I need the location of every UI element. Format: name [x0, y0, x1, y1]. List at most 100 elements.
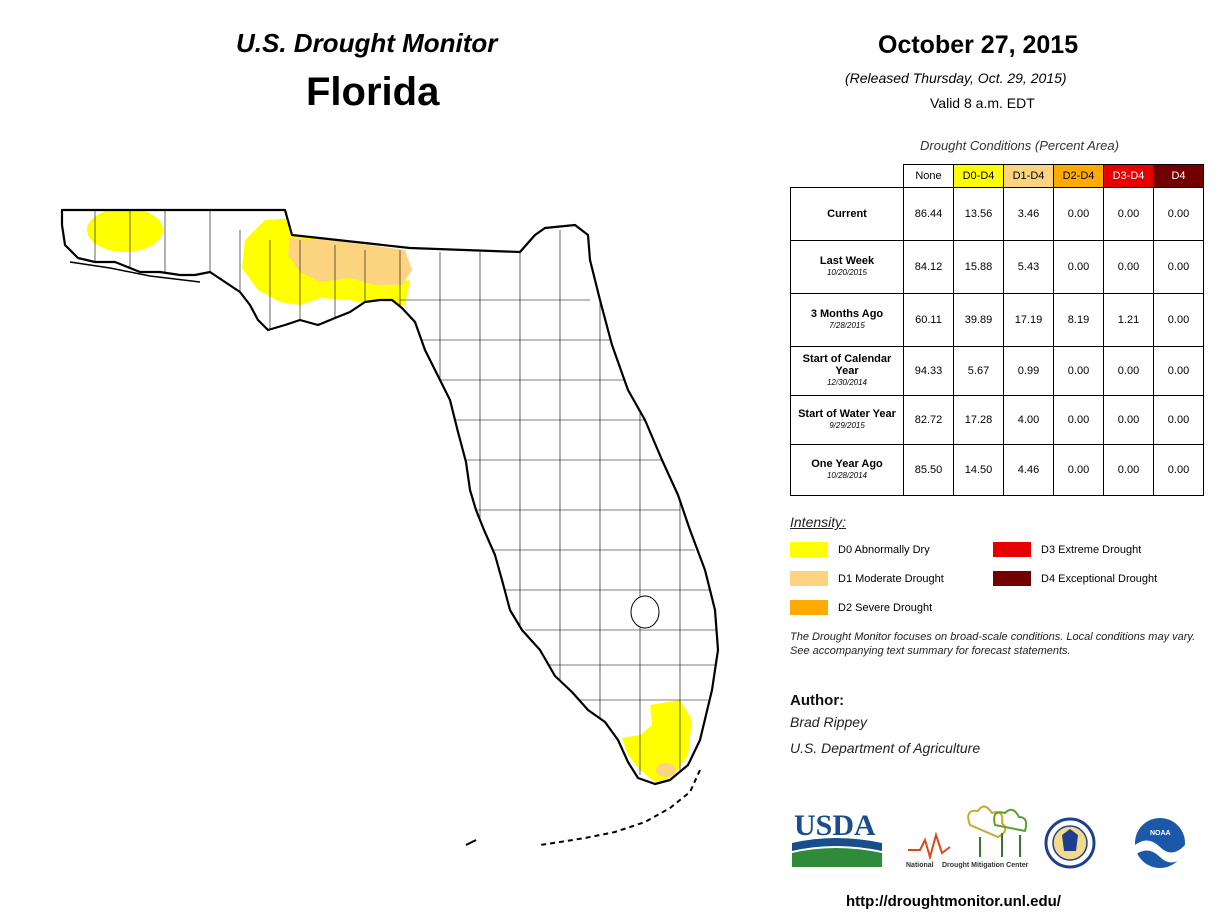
table-cell: 17.28 [953, 395, 1004, 445]
svg-text:USDA: USDA [794, 809, 876, 842]
row-label: Last Week 10/20/2015 [790, 240, 904, 294]
col-d1-d4: D1-D4 [1003, 164, 1054, 188]
table-cell: 1.21 [1103, 293, 1154, 347]
row-label-text: Start of Water Year [798, 408, 896, 420]
table-row: Start of Water Year 9/29/2015 82.72 17.28 4.… [790, 395, 1204, 445]
d1-big-bend [288, 238, 412, 285]
legend-swatch-d3 [993, 542, 1031, 557]
dry-tortugas [465, 839, 477, 846]
drought-areas [87, 210, 692, 782]
legend-label-d3: D3 Extreme Drought [1041, 543, 1142, 556]
table-cell: 0.00 [1153, 444, 1204, 496]
col-none: None [903, 164, 954, 188]
table-cell: 14.50 [953, 444, 1004, 496]
usda-logo: USDA [792, 809, 882, 867]
table-cell: 0.00 [1053, 444, 1104, 496]
svg-text:NOAA: NOAA [1150, 830, 1171, 837]
table-row: Current 86.44 13.56 3.46 0.00 0.00 0.00 [790, 187, 1204, 241]
table-cell: 15.88 [953, 240, 1004, 294]
table-cell: 0.00 [1053, 346, 1104, 396]
disclaimer-note: The Drought Monitor focuses on broad-sca… [790, 631, 1196, 657]
col-d0-d4: D0-D4 [953, 164, 1004, 188]
row-label-text: Start of Calendar Year [802, 353, 892, 377]
table-cell: 0.00 [1053, 395, 1104, 445]
table-caption: Drought Conditions (Percent Area) [920, 138, 1119, 153]
table-cell: 3.46 [1003, 187, 1054, 241]
noaa-logo: NOAA [1135, 818, 1185, 868]
table-cell: 94.33 [903, 346, 954, 396]
florida-outline [60, 208, 720, 786]
table-cell: 0.00 [1103, 395, 1154, 445]
row-sublabel: 10/28/2014 [826, 471, 868, 480]
legend-swatch-d0 [790, 542, 828, 557]
table-cell: 0.00 [1153, 240, 1204, 294]
d1-south-spot [656, 763, 676, 777]
legend-swatch-d1 [790, 571, 828, 586]
col-d3-d4: D3-D4 [1103, 164, 1154, 188]
author-label: Author: [790, 692, 845, 709]
commerce-seal [1044, 817, 1096, 869]
table-cell: 0.00 [1153, 187, 1204, 241]
panhandle-barrier-islands [69, 261, 201, 283]
valid-date: October 27, 2015 [878, 31, 1079, 59]
table-row: Start of Calendar Year 12/30/2014 94.33 5.6… [790, 346, 1204, 396]
legend-label-d1: D1 Moderate Drought [838, 572, 944, 585]
legend-item-d0: D0 Abnormally Dry [790, 542, 930, 557]
legend-item-d1: D1 Moderate Drought [790, 571, 944, 586]
row-label: 3 Months Ago 7/28/2015 [790, 293, 904, 347]
product-title: U.S. Drought Monitor [236, 28, 498, 58]
table-cell: 8.19 [1053, 293, 1104, 347]
table-cell: 0.99 [1003, 346, 1054, 396]
table-cell: 39.89 [953, 293, 1004, 347]
table-cell: 0.00 [1153, 293, 1204, 347]
county-lines [94, 210, 718, 780]
drought-stats-table: None D0-D4 D1-D4 D2-D4 D3-D4 D4 Current 8… [790, 164, 1204, 496]
table-cell: 0.00 [1153, 346, 1204, 396]
table-cell: 0.00 [1053, 187, 1104, 241]
row-label-text: 3 Months Ago [810, 308, 884, 320]
table-cell: 0.00 [1103, 240, 1154, 294]
table-cell: 5.67 [953, 346, 1004, 396]
partner-logos: USDA National Drought Mitigation Center … [792, 805, 1185, 869]
table-cell: 0.00 [1103, 346, 1154, 396]
col-d4: D4 [1153, 164, 1204, 188]
table-cell: 5.43 [1003, 240, 1054, 294]
svg-text:National: National [906, 862, 934, 869]
row-label: Start of Calendar Year 12/30/2014 [790, 346, 904, 396]
table-cell: 0.00 [1103, 444, 1154, 496]
row-sublabel: 9/29/2015 [829, 421, 865, 430]
legend-label-d0: D0 Abnormally Dry [838, 543, 930, 556]
legend-item-d2: D2 Severe Drought [790, 600, 932, 615]
table-cell: 4.00 [1003, 395, 1054, 445]
row-sublabel: 12/30/2014 [826, 378, 868, 387]
table-corner [790, 164, 904, 188]
state-title: Florida [306, 70, 440, 114]
legend-swatch-d2 [790, 600, 828, 615]
svg-text:Drought Mitigation Center: Drought Mitigation Center [942, 862, 1029, 869]
table-cell: 60.11 [903, 293, 954, 347]
table-cell: 82.72 [903, 395, 954, 445]
author-name: Brad Rippey [790, 714, 868, 730]
row-sublabel: 7/28/2015 [829, 321, 865, 330]
table-cell: 0.00 [1153, 395, 1204, 445]
table-cell: 0.00 [1053, 240, 1104, 294]
release-date: (Released Thursday, Oct. 29, 2015) [845, 70, 1067, 86]
row-label-text: One Year Ago [811, 458, 883, 470]
author-org: U.S. Department of Agriculture [790, 740, 981, 756]
table-cell: 86.44 [903, 187, 954, 241]
legend-item-d3: D3 Extreme Drought [993, 542, 1141, 557]
table-cell: 13.56 [953, 187, 1004, 241]
legend-item-d4: D4 Exceptional Drought [993, 571, 1157, 586]
table-cell: 85.50 [903, 444, 954, 496]
row-label: One Year Ago 10/28/2014 [790, 444, 904, 496]
col-d2-d4: D2-D4 [1053, 164, 1104, 188]
table-row: 3 Months Ago 7/28/2015 60.11 39.89 17.19 8.19… [790, 293, 1204, 347]
legend-label-d4: D4 Exceptional Drought [1041, 572, 1158, 585]
row-label-text: Last Week [819, 255, 875, 267]
row-label: Current [790, 187, 904, 241]
table-cell: 0.00 [1103, 187, 1154, 241]
table-row: Last Week 10/20/2015 84.12 15.88 5.43 0.00 0.0… [790, 240, 1204, 294]
legend-title: Intensity: [790, 514, 847, 530]
website-url[interactable]: http://droughtmonitor.unl.edu/ [846, 893, 1061, 910]
legend-label-d2: D2 Severe Drought [838, 601, 933, 614]
